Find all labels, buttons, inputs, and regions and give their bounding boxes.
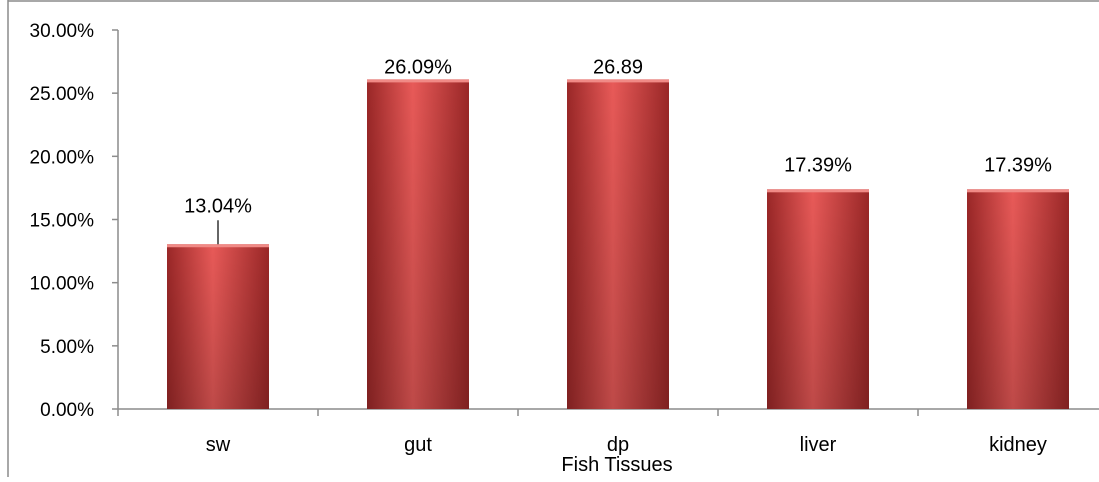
y-tick-label: 15.00% xyxy=(30,211,95,232)
data-label: 17.39% xyxy=(784,154,852,176)
bars-group xyxy=(167,79,1069,409)
y-tick-label: 0.00% xyxy=(40,400,94,421)
x-axis-title: Fish Tissues xyxy=(561,454,672,476)
x-axis: sw gut dp liver kidney xyxy=(117,408,1099,456)
y-tick-label: 20.00% xyxy=(30,147,95,168)
bar-shade xyxy=(967,189,1069,409)
data-label: 26.89 xyxy=(593,56,643,78)
bar-top-highlight xyxy=(567,79,669,83)
y-axis: 0.00% 5.00% 10.00% 15.00% 20.00% 25.00% 30.00% xyxy=(30,21,119,421)
y-tick-label: 5.00% xyxy=(40,337,94,358)
x-tick-label: liver xyxy=(800,434,837,456)
bar-shade xyxy=(367,79,469,409)
x-tick-label: sw xyxy=(206,434,231,456)
y-tick-label: 30.00% xyxy=(30,21,95,42)
bar-top-highlight xyxy=(967,189,1069,193)
bar-shade xyxy=(167,244,269,409)
y-tick-label: 25.00% xyxy=(30,84,95,105)
x-tick-label: kidney xyxy=(989,434,1047,456)
bar-top-highlight xyxy=(367,79,469,83)
data-label: 17.39% xyxy=(984,154,1052,176)
x-tick-label: gut xyxy=(404,434,432,456)
bar-shade xyxy=(567,79,669,409)
data-labels-group: 13.04% 26.09% 26.89 17.39% 17.39% xyxy=(184,56,1052,245)
bar-top-highlight xyxy=(767,189,869,193)
data-label: 13.04% xyxy=(184,195,252,217)
bar-shade xyxy=(767,189,869,409)
bar-top-highlight xyxy=(167,244,269,248)
x-tick-label: dp xyxy=(607,434,629,456)
y-tick-label: 10.00% xyxy=(30,274,95,295)
data-label: 26.09% xyxy=(384,56,452,78)
